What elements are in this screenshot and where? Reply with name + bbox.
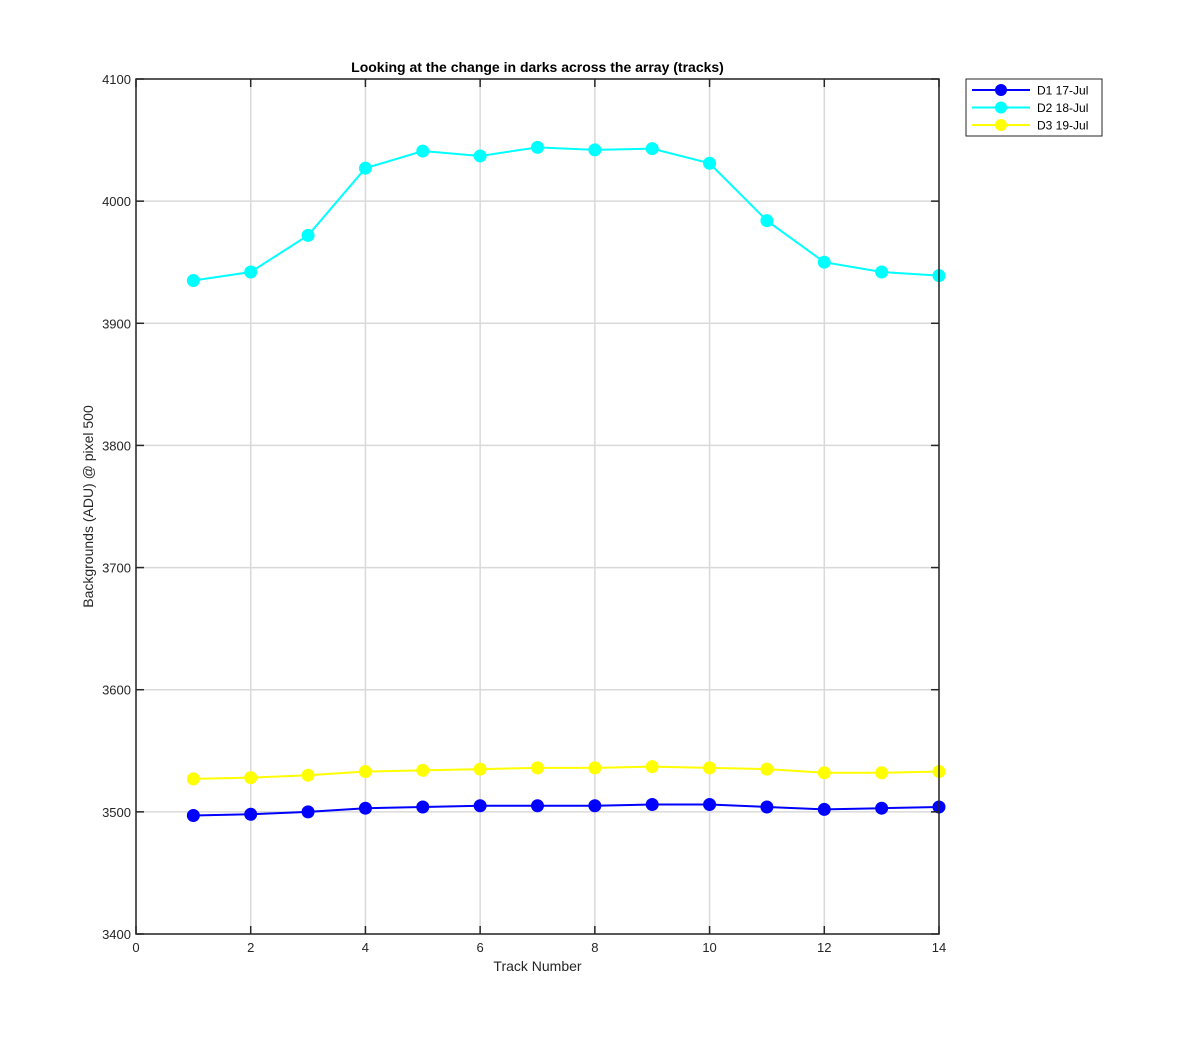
x-tick-label: 6 bbox=[477, 940, 484, 955]
tick-layer: 0 2 4 6 8 10 12 14 3400 3500 3600 3700 3800 3900 4000 4… bbox=[102, 72, 946, 955]
legend-marker bbox=[995, 101, 1007, 114]
data-point bbox=[875, 801, 889, 815]
legend-marker bbox=[995, 84, 1007, 96]
plot-frame bbox=[135, 78, 940, 935]
data-point bbox=[703, 761, 717, 775]
data-point bbox=[875, 766, 889, 780]
legend-item: D2 18-Jul bbox=[972, 101, 1088, 115]
data-point bbox=[645, 760, 659, 774]
data-point bbox=[817, 802, 831, 816]
x-tick-label: 0 bbox=[132, 940, 139, 955]
data-point bbox=[531, 140, 544, 154]
data-point bbox=[588, 143, 602, 157]
plot-area bbox=[136, 79, 939, 934]
legend-label: D1 17-Jul bbox=[1037, 84, 1088, 98]
data-point bbox=[588, 761, 602, 775]
chart-title: Looking at the change in darks across th… bbox=[351, 59, 724, 75]
data-point bbox=[817, 766, 831, 780]
y-tick-label: 4000 bbox=[102, 194, 131, 209]
data-point bbox=[416, 144, 430, 158]
data-point bbox=[531, 761, 544, 775]
series-line bbox=[193, 146, 940, 282]
data-point bbox=[531, 799, 544, 813]
data-point bbox=[244, 807, 258, 821]
x-tick-label: 12 bbox=[817, 940, 831, 955]
data-point bbox=[301, 805, 315, 819]
series-line bbox=[193, 765, 940, 780]
x-tick-label: 10 bbox=[702, 940, 716, 955]
data-point bbox=[416, 763, 430, 777]
data-point bbox=[473, 762, 487, 776]
data-point bbox=[645, 798, 659, 812]
legend-label: D2 18-Jul bbox=[1037, 101, 1088, 115]
series-2 bbox=[186, 140, 946, 288]
legend-item: D1 17-Jul bbox=[972, 84, 1088, 98]
y-tick-label: 3500 bbox=[102, 805, 131, 820]
legend-label: D3 19-Jul bbox=[1037, 119, 1088, 133]
data-point bbox=[473, 149, 487, 163]
data-point bbox=[186, 772, 200, 786]
data-point bbox=[301, 768, 315, 782]
data-point bbox=[358, 161, 372, 175]
x-tick-label: 2 bbox=[247, 940, 254, 955]
data-point bbox=[875, 265, 889, 279]
data-point bbox=[186, 274, 200, 288]
data-point bbox=[358, 765, 372, 779]
data-point bbox=[645, 142, 659, 156]
data-point bbox=[358, 801, 372, 815]
y-tick-label: 3400 bbox=[102, 927, 131, 942]
series-layer bbox=[186, 140, 946, 823]
x-tick-label: 8 bbox=[591, 940, 598, 955]
data-point bbox=[760, 800, 774, 814]
x-axis-label: Track Number bbox=[493, 958, 582, 974]
legend-item: D3 19-Jul bbox=[972, 119, 1088, 133]
data-point bbox=[416, 800, 430, 814]
data-point bbox=[473, 799, 487, 813]
x-tick-label: 14 bbox=[932, 940, 946, 955]
data-point bbox=[186, 809, 200, 823]
series-1 bbox=[186, 798, 946, 823]
y-tick-label: 3800 bbox=[102, 438, 131, 453]
data-point bbox=[817, 255, 831, 269]
data-point bbox=[703, 156, 717, 170]
y-axis-label: Backgrounds (ADU) @ pixel 500 bbox=[80, 405, 96, 608]
y-tick-label: 3700 bbox=[102, 561, 131, 576]
series-line bbox=[193, 803, 940, 817]
data-point bbox=[760, 762, 774, 776]
data-point bbox=[244, 265, 258, 279]
y-tick-label: 3900 bbox=[102, 316, 131, 331]
data-point bbox=[244, 771, 258, 785]
series-3 bbox=[186, 760, 946, 786]
x-tick-label: 4 bbox=[362, 940, 369, 955]
data-point bbox=[703, 798, 717, 812]
legend: D1 17-Jul D2 18-Jul D3 19-Jul bbox=[965, 78, 1103, 137]
data-point bbox=[588, 799, 602, 813]
y-tick-label: 4100 bbox=[102, 72, 131, 87]
data-point bbox=[760, 214, 774, 228]
data-point bbox=[301, 228, 315, 242]
y-tick-label: 3600 bbox=[102, 683, 131, 698]
legend-marker bbox=[995, 119, 1007, 131]
